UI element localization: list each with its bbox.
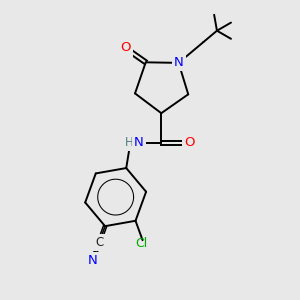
- Text: N: N: [134, 136, 143, 149]
- Text: N: N: [88, 254, 98, 267]
- Text: N: N: [174, 56, 184, 69]
- Text: O: O: [120, 41, 130, 55]
- Text: H: H: [124, 136, 133, 149]
- Text: C: C: [95, 236, 103, 249]
- Text: O: O: [184, 136, 194, 149]
- Text: Cl: Cl: [135, 237, 147, 250]
